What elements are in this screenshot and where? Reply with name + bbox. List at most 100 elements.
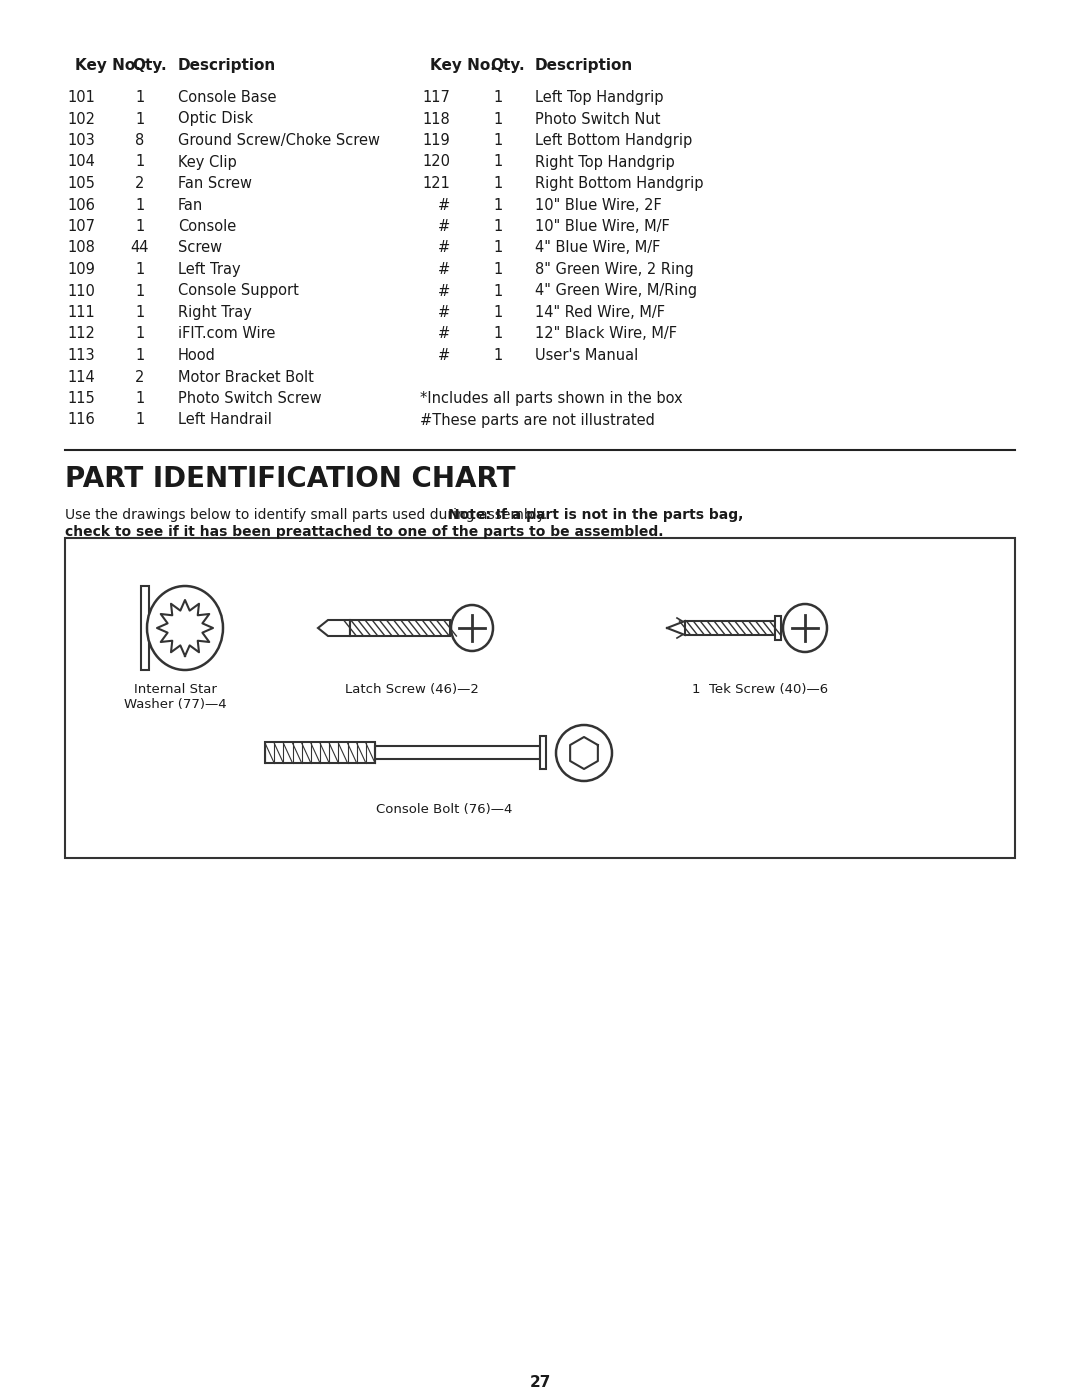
- Text: 1: 1: [135, 112, 145, 127]
- Text: 115: 115: [67, 391, 95, 407]
- Text: 1: 1: [135, 391, 145, 407]
- Text: #: #: [437, 263, 450, 277]
- Text: 120: 120: [422, 155, 450, 169]
- Text: Console: Console: [178, 219, 237, 235]
- Text: 44: 44: [131, 240, 149, 256]
- Text: #: #: [437, 284, 450, 299]
- Text: 119: 119: [422, 133, 450, 148]
- Text: 1: 1: [135, 219, 145, 235]
- Text: Description: Description: [178, 59, 276, 73]
- Text: Left Bottom Handgrip: Left Bottom Handgrip: [535, 133, 692, 148]
- Bar: [685, 622, 775, 636]
- Text: 12" Black Wire, M/F: 12" Black Wire, M/F: [535, 327, 677, 341]
- Ellipse shape: [783, 604, 827, 652]
- Text: 118: 118: [422, 112, 450, 127]
- Text: Description: Description: [535, 59, 633, 73]
- Polygon shape: [318, 620, 350, 636]
- Text: Use the drawings below to identify small parts used during assembly.: Use the drawings below to identify small…: [65, 509, 552, 522]
- Text: Hood: Hood: [178, 348, 216, 363]
- Text: Latch Screw (46)—2: Latch Screw (46)—2: [346, 683, 478, 696]
- Text: Left Handrail: Left Handrail: [178, 412, 272, 427]
- Text: Left Top Handgrip: Left Top Handgrip: [535, 89, 663, 105]
- Text: 1: 1: [135, 327, 145, 341]
- Text: #: #: [437, 305, 450, 320]
- Bar: [775, 616, 781, 640]
- Ellipse shape: [147, 585, 222, 671]
- Text: 1: 1: [135, 412, 145, 427]
- Text: Ground Screw/Choke Screw: Ground Screw/Choke Screw: [178, 133, 380, 148]
- Text: 103: 103: [67, 133, 95, 148]
- Text: Motor Bracket Bolt: Motor Bracket Bolt: [178, 369, 314, 384]
- Text: 1: 1: [494, 263, 502, 277]
- Text: 1: 1: [135, 305, 145, 320]
- Text: 8: 8: [135, 133, 145, 148]
- Text: Console Base: Console Base: [178, 89, 276, 105]
- Text: 2: 2: [135, 369, 145, 384]
- Text: Key Clip: Key Clip: [178, 155, 237, 169]
- Text: 1: 1: [494, 240, 502, 256]
- Text: 116: 116: [67, 412, 95, 427]
- Bar: [265, 742, 375, 763]
- Text: *Includes all parts shown in the box: *Includes all parts shown in the box: [420, 391, 683, 407]
- Text: Right Tray: Right Tray: [178, 305, 252, 320]
- Text: 10" Blue Wire, M/F: 10" Blue Wire, M/F: [535, 219, 670, 235]
- Text: Fan Screw: Fan Screw: [178, 176, 252, 191]
- Bar: [141, 585, 149, 671]
- Text: 110: 110: [67, 284, 95, 299]
- Text: 1: 1: [494, 176, 502, 191]
- Text: 1: 1: [494, 284, 502, 299]
- Text: 107: 107: [67, 219, 95, 235]
- Text: 104: 104: [67, 155, 95, 169]
- Text: 109: 109: [67, 263, 95, 277]
- Text: 10" Blue Wire, 2F: 10" Blue Wire, 2F: [535, 197, 662, 212]
- Text: 1: 1: [494, 112, 502, 127]
- Text: 4" Blue Wire, M/F: 4" Blue Wire, M/F: [535, 240, 660, 256]
- Text: 27: 27: [529, 1375, 551, 1390]
- Text: 108: 108: [67, 240, 95, 256]
- Text: Optic Disk: Optic Disk: [178, 112, 253, 127]
- Text: 1: 1: [135, 155, 145, 169]
- Bar: [540, 736, 546, 768]
- Text: 4" Green Wire, M/Ring: 4" Green Wire, M/Ring: [535, 284, 697, 299]
- Text: 1: 1: [494, 219, 502, 235]
- Text: check to see if it has been preattached to one of the parts to be assembled.: check to see if it has been preattached …: [65, 525, 663, 539]
- Ellipse shape: [451, 605, 492, 651]
- Text: 1: 1: [135, 284, 145, 299]
- Text: 1: 1: [494, 348, 502, 363]
- Text: 102: 102: [67, 112, 95, 127]
- Text: 1: 1: [494, 155, 502, 169]
- Text: #: #: [437, 348, 450, 363]
- Bar: [375, 746, 540, 759]
- Text: 101: 101: [67, 89, 95, 105]
- Text: PART IDENTIFICATION CHART: PART IDENTIFICATION CHART: [65, 465, 515, 493]
- Text: 1: 1: [494, 133, 502, 148]
- Text: 114: 114: [67, 369, 95, 384]
- Text: 105: 105: [67, 176, 95, 191]
- Text: 1: 1: [494, 89, 502, 105]
- Text: 1: 1: [494, 327, 502, 341]
- Text: #: #: [437, 240, 450, 256]
- Text: 121: 121: [422, 176, 450, 191]
- Text: #: #: [437, 219, 450, 235]
- Text: Note: If a part is not in the parts bag,: Note: If a part is not in the parts bag,: [448, 509, 743, 522]
- Text: Key No.: Key No.: [430, 59, 496, 73]
- Text: Right Bottom Handgrip: Right Bottom Handgrip: [535, 176, 703, 191]
- Text: 1: 1: [135, 263, 145, 277]
- Text: #: #: [437, 327, 450, 341]
- Text: Console Bolt (76)—4: Console Bolt (76)—4: [376, 803, 512, 816]
- Text: Fan: Fan: [178, 197, 203, 212]
- Text: 2: 2: [135, 176, 145, 191]
- Text: 1: 1: [494, 197, 502, 212]
- Text: User's Manual: User's Manual: [535, 348, 638, 363]
- Text: 1: 1: [135, 197, 145, 212]
- Text: Photo Switch Nut: Photo Switch Nut: [535, 112, 661, 127]
- Text: 1: 1: [135, 89, 145, 105]
- Text: 1: 1: [494, 305, 502, 320]
- Text: Right Top Handgrip: Right Top Handgrip: [535, 155, 675, 169]
- Text: Key No.: Key No.: [75, 59, 140, 73]
- Text: Screw: Screw: [178, 240, 222, 256]
- Text: iFIT.com Wire: iFIT.com Wire: [178, 327, 275, 341]
- Text: 117: 117: [422, 89, 450, 105]
- Text: #: #: [437, 197, 450, 212]
- Bar: [65, 538, 1015, 858]
